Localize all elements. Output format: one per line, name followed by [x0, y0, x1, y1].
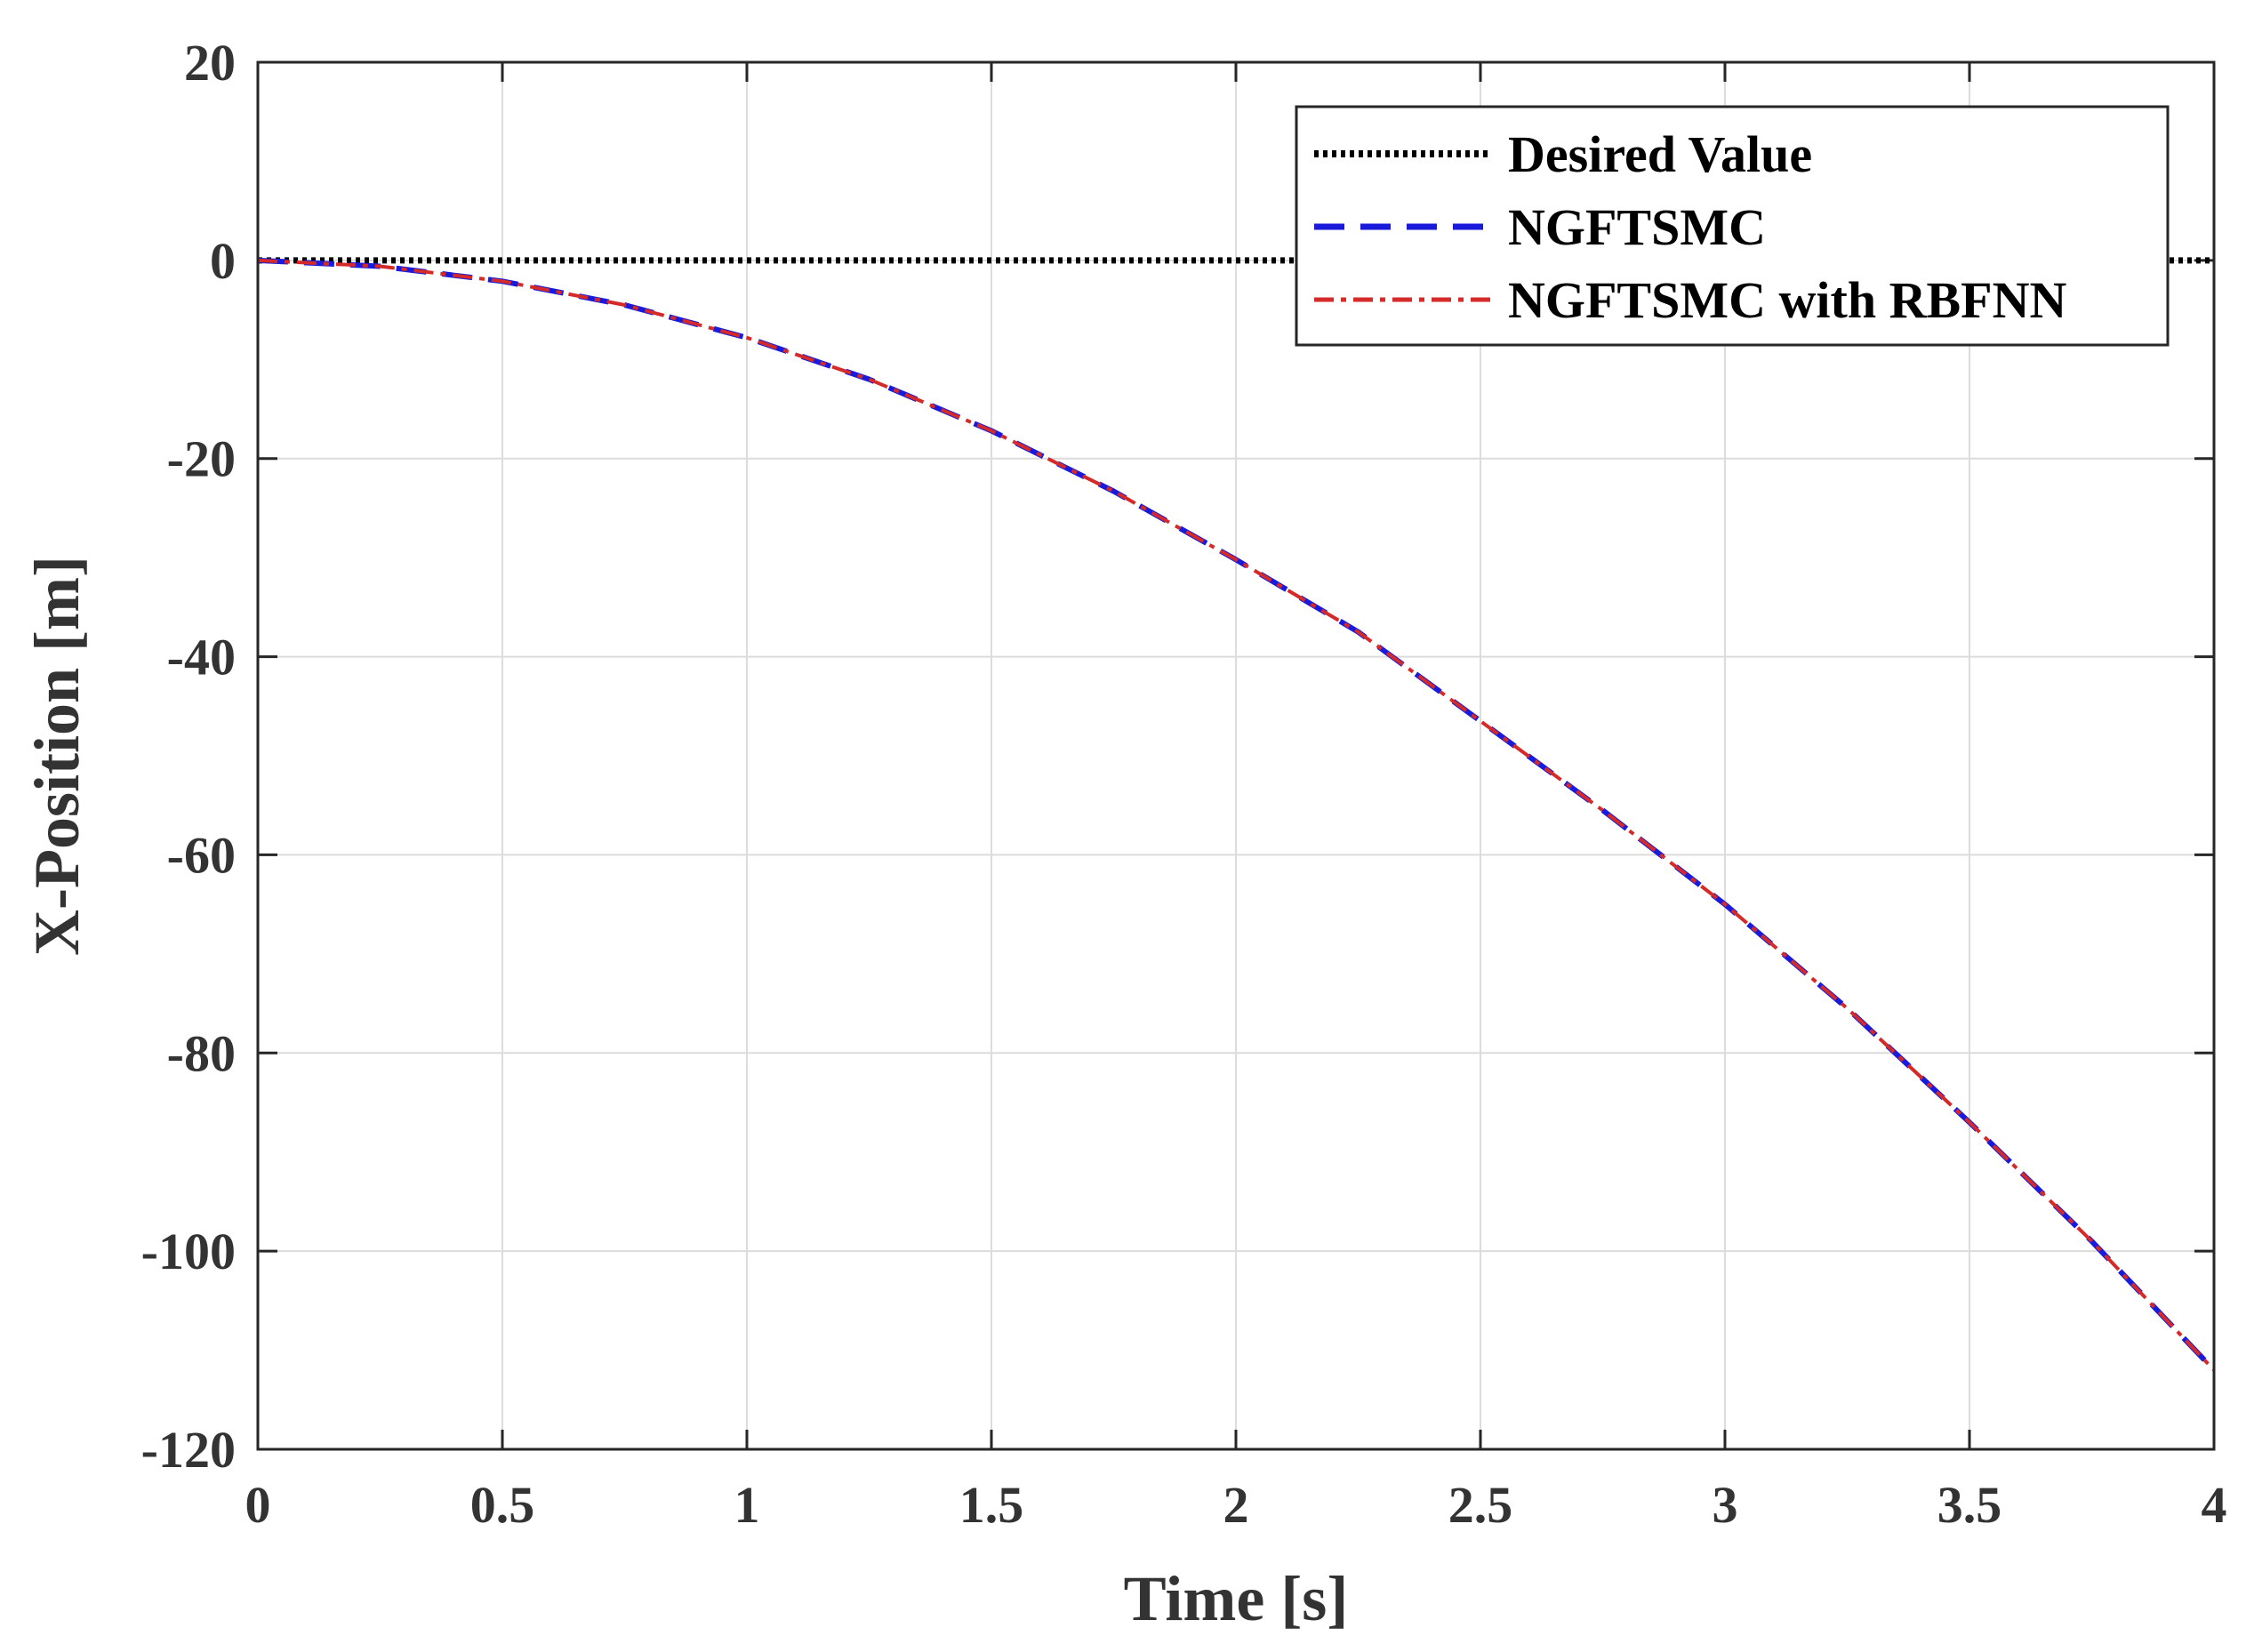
x-tick-label: 3: [1713, 1476, 1738, 1534]
legend-label-2: NGFTSMC: [1508, 198, 1766, 256]
x-tick-label: 2: [1223, 1476, 1249, 1534]
y-tick-label: -100: [141, 1223, 236, 1280]
y-tick-label: -80: [167, 1024, 236, 1082]
x-tick-label: 1: [734, 1476, 760, 1534]
y-tick-label: 20: [184, 34, 236, 92]
grid: [258, 62, 2214, 1449]
x-tick-label: 3.5: [1937, 1476, 2002, 1534]
plot-frame: [256, 60, 2216, 1451]
x-tick-label: 4: [2202, 1476, 2227, 1534]
y-tick-label: -20: [167, 430, 236, 488]
y-tick-label: -40: [167, 629, 236, 686]
x-tick-label: 1.5: [959, 1476, 1024, 1534]
y-axis-title: X-Position [m]: [21, 556, 92, 956]
legend-label-1: Desired Value: [1508, 125, 1812, 183]
x-tick-labels: 0 0.5 1 1.5 2 2.5 3 3.5 4: [245, 1476, 2227, 1534]
legend-label-3: NGFTSMC with RBFNN: [1508, 271, 2066, 329]
x-tick-label: 2.5: [1448, 1476, 1513, 1534]
y-tick-labels: 20 0 -20 -40 -60 -80 -100 -120: [141, 34, 236, 1479]
legend-box: [1295, 105, 2170, 347]
y-tick-label: 0: [210, 232, 236, 290]
legend-entries: Desired Value NGFTSMC NGFTSMC with RBFNN: [1314, 125, 2066, 329]
series-line-3: [257, 258, 2216, 1372]
x-axis-title: Time [s]: [1124, 1563, 1349, 1634]
x-tick-label: 0.5: [470, 1476, 535, 1534]
y-tick-label: -120: [141, 1421, 236, 1479]
y-tick-label: -60: [167, 826, 236, 884]
x-tick-label: 0: [245, 1476, 271, 1534]
legend: Desired Value NGFTSMC NGFTSMC with RBFNN: [1295, 105, 2170, 347]
